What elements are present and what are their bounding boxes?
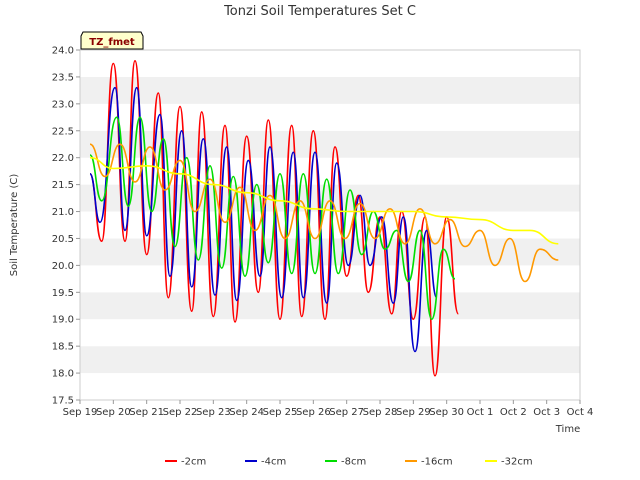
x-tick-label: Sep 22 — [163, 407, 198, 418]
y-tick-label: 22.5 — [52, 126, 74, 137]
legend: -2cm -4cm -8cm -16cm -32cm — [165, 457, 533, 468]
y-tick-label: 24.0 — [52, 46, 74, 57]
legend-label: -2cm — [181, 457, 206, 468]
x-tick-label: Oct 3 — [533, 407, 560, 418]
series-line-2cmcm — [89, 60, 460, 377]
y-tick-label: 23.5 — [52, 72, 74, 83]
legend-label: -16cm — [421, 457, 453, 468]
x-tick-label: Sep 21 — [129, 407, 164, 418]
grid-band — [80, 50, 580, 77]
legend-label: -4cm — [261, 457, 286, 468]
grid-band — [80, 346, 580, 374]
y-tick-label: 21.5 — [52, 180, 74, 191]
x-tick-label: Sep 28 — [363, 407, 398, 418]
series-line-8cmcm — [89, 116, 456, 320]
grid-band — [80, 319, 580, 347]
x-tick-label: Oct 1 — [467, 407, 494, 418]
annotation-box: TZ_fmet — [80, 31, 144, 50]
y-tick-label: 19.5 — [52, 288, 74, 299]
grid-band — [80, 76, 580, 104]
y-tick-label: 18.5 — [52, 342, 74, 353]
legend-label: -32cm — [501, 457, 533, 468]
y-axis-title: Soil Temperature (C) — [9, 174, 20, 277]
x-axis-title: Time — [555, 424, 580, 435]
x-tick-label: Sep 20 — [96, 407, 131, 418]
y-axis-ticks: 17.5 18.0 18.5 19.0 19.5 20.0 20.5 21.0 21.5 22.0… — [52, 46, 80, 407]
y-tick-label: 18.0 — [52, 369, 74, 380]
plot-area — [79, 49, 581, 401]
x-tick-label: Sep 30 — [429, 407, 464, 418]
grid-band — [80, 373, 580, 400]
series-lines — [89, 60, 559, 377]
series-line-16cmcm — [89, 143, 559, 283]
x-tick-label: Sep 29 — [396, 407, 431, 418]
chart-title: Tonzi Soil Temperatures Set C — [223, 4, 416, 19]
y-tick-label: 17.5 — [52, 396, 74, 407]
y-tick-label: 19.0 — [52, 315, 74, 326]
x-tick-label: Sep 26 — [296, 407, 331, 418]
x-tick-label: Sep 19 — [63, 407, 98, 418]
annotation-box-shape — [80, 31, 144, 50]
annotation-text: TZ_fmet — [89, 37, 135, 48]
series-line-32cmcm — [89, 156, 559, 245]
y-tick-label: 20.0 — [52, 261, 74, 272]
x-tick-label: Oct 4 — [567, 407, 594, 418]
series-line-4cmcm — [89, 86, 438, 353]
grid-band — [80, 292, 580, 320]
grid-band — [80, 103, 580, 131]
x-tick-label: Sep 27 — [329, 407, 364, 418]
y-tick-label: 23.0 — [52, 99, 74, 110]
x-tick-label: Sep 24 — [229, 407, 264, 418]
y-tick-label: 22.0 — [52, 153, 74, 164]
y-tick-label: 21.0 — [52, 207, 74, 218]
y-tick-label: 20.5 — [52, 234, 74, 245]
legend-label: -8cm — [341, 457, 366, 468]
x-tick-label: Sep 23 — [196, 407, 231, 418]
x-tick-label: Sep 25 — [263, 407, 298, 418]
grid-band — [80, 157, 580, 185]
x-tick-label: Oct 2 — [500, 407, 527, 418]
